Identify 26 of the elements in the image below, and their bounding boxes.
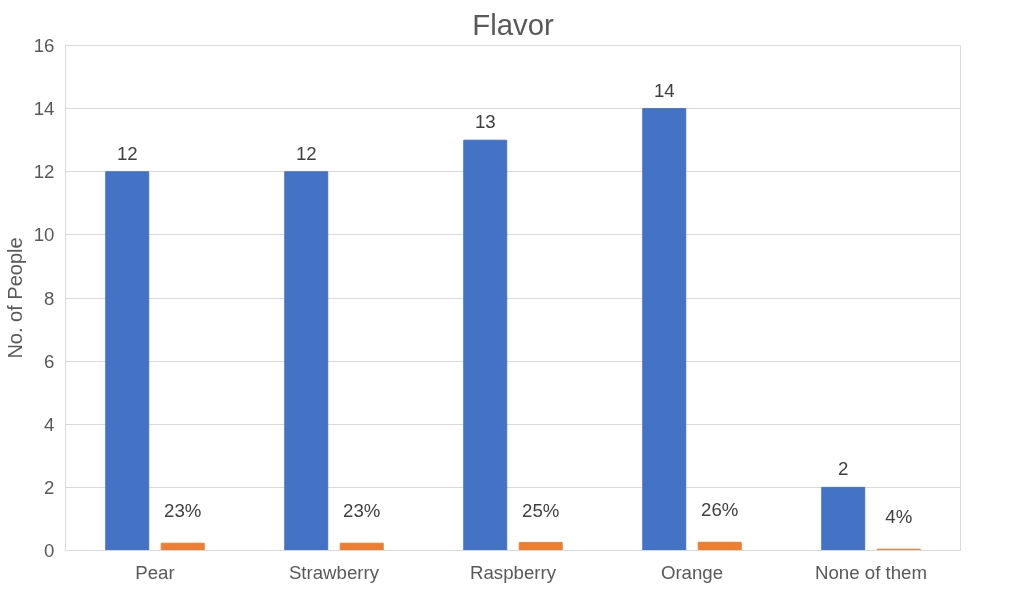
data-label: 23% bbox=[343, 500, 381, 522]
data-label: 12 bbox=[295, 142, 317, 164]
y-tick-label: 2 bbox=[44, 476, 55, 498]
y-tick-label: 16 bbox=[33, 35, 55, 56]
x-tick-label: None of them bbox=[815, 561, 928, 583]
data-label: 13 bbox=[474, 111, 496, 133]
y-tick-label: 4 bbox=[44, 413, 55, 435]
y-tick-label: 14 bbox=[33, 98, 55, 120]
y-axis-title: No. of People bbox=[3, 237, 26, 359]
y-tick-label: 12 bbox=[33, 161, 55, 183]
x-tick-label: Raspberry bbox=[469, 561, 557, 583]
x-tick-label: Pear bbox=[135, 561, 175, 583]
data-label: 2 bbox=[838, 458, 849, 480]
data-label: 25% bbox=[522, 499, 560, 521]
data-label: 4% bbox=[885, 506, 913, 528]
y-tick-label: 8 bbox=[44, 287, 55, 309]
x-tick-label: Strawberry bbox=[288, 561, 380, 583]
data-label: 26% bbox=[701, 499, 739, 521]
data-label: 14 bbox=[653, 79, 675, 101]
y-tick-label: 6 bbox=[44, 350, 55, 372]
data-label: 23% bbox=[164, 500, 202, 522]
y-tick-label: 10 bbox=[33, 224, 55, 246]
data-label: 12 bbox=[116, 142, 138, 164]
x-tick-label: Orange bbox=[660, 561, 724, 583]
chart-title: Flavor bbox=[472, 7, 554, 41]
y-tick-label: 0 bbox=[44, 540, 55, 561]
